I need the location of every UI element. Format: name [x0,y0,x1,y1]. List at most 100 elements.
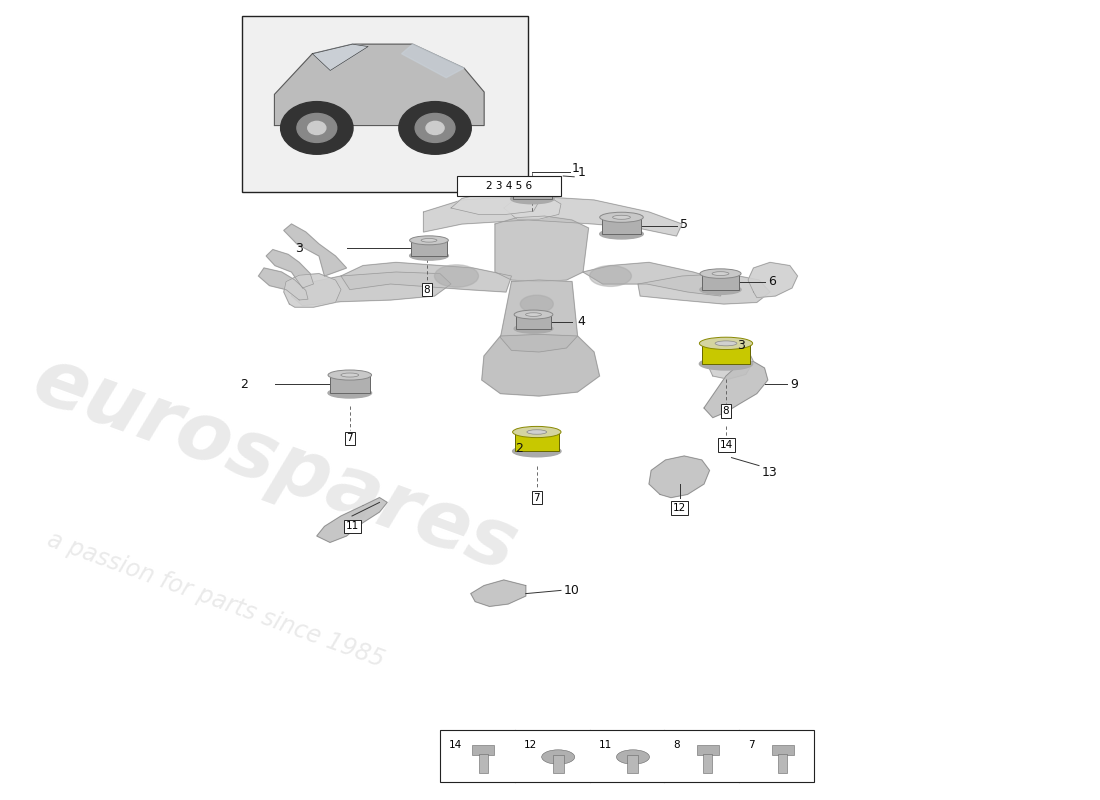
Polygon shape [504,194,561,219]
FancyBboxPatch shape [472,745,494,755]
Polygon shape [411,240,447,256]
Ellipse shape [524,180,541,184]
Ellipse shape [700,358,752,370]
Polygon shape [284,274,341,307]
FancyBboxPatch shape [242,16,528,192]
FancyBboxPatch shape [696,745,718,755]
Polygon shape [748,262,797,298]
Text: 3: 3 [295,242,302,254]
Text: 14: 14 [719,440,733,450]
Text: 9: 9 [790,378,798,390]
Polygon shape [702,274,739,290]
Polygon shape [649,456,710,498]
Ellipse shape [590,266,631,286]
Ellipse shape [513,426,561,438]
Ellipse shape [541,750,574,764]
Ellipse shape [527,430,547,434]
Polygon shape [513,182,552,198]
Circle shape [415,114,455,142]
FancyBboxPatch shape [552,755,563,773]
Polygon shape [341,262,512,292]
Polygon shape [706,346,754,379]
Ellipse shape [526,313,541,316]
Text: 7: 7 [748,739,755,750]
Text: 11: 11 [598,739,612,750]
Polygon shape [284,224,346,276]
Polygon shape [258,268,308,300]
Text: 8: 8 [723,406,729,416]
Polygon shape [515,432,559,451]
Ellipse shape [613,215,630,219]
Polygon shape [471,580,526,606]
Polygon shape [402,44,464,78]
Polygon shape [602,218,641,234]
Polygon shape [638,274,770,304]
Polygon shape [330,375,370,393]
Polygon shape [266,250,314,288]
Polygon shape [702,343,750,364]
Circle shape [308,122,326,134]
Ellipse shape [434,265,478,287]
FancyBboxPatch shape [627,755,638,773]
Text: 5: 5 [680,218,688,230]
Ellipse shape [700,285,741,294]
Text: 8: 8 [673,739,680,750]
Circle shape [426,122,444,134]
Text: 2 3 4 5 6: 2 3 4 5 6 [486,181,531,191]
Circle shape [280,102,353,154]
Text: 11: 11 [345,522,359,531]
Polygon shape [424,196,682,236]
Ellipse shape [600,212,643,222]
FancyBboxPatch shape [778,754,786,773]
FancyBboxPatch shape [440,730,814,782]
Polygon shape [495,216,588,282]
Ellipse shape [712,272,729,275]
Text: 12: 12 [673,503,686,513]
Ellipse shape [514,324,553,333]
FancyBboxPatch shape [478,754,487,773]
Ellipse shape [341,373,359,377]
Ellipse shape [600,229,643,239]
Text: 4: 4 [578,315,585,328]
Text: 1: 1 [578,166,585,178]
Circle shape [297,114,337,142]
Text: 1: 1 [572,162,580,174]
Text: 13: 13 [761,466,777,478]
Ellipse shape [510,194,554,204]
Text: 6: 6 [768,275,776,288]
Ellipse shape [616,750,649,764]
Ellipse shape [520,295,553,313]
Text: 7: 7 [534,493,540,502]
Polygon shape [317,498,387,542]
Ellipse shape [328,388,372,398]
FancyBboxPatch shape [703,754,712,773]
Polygon shape [704,362,768,418]
Text: a passion for parts since 1985: a passion for parts since 1985 [44,528,387,672]
Text: 7: 7 [346,434,353,443]
Ellipse shape [715,341,737,346]
Ellipse shape [409,251,449,260]
Polygon shape [292,272,451,306]
Ellipse shape [409,236,449,245]
Ellipse shape [700,269,741,278]
Text: 8: 8 [424,285,430,294]
Text: eurospares: eurospares [22,340,527,588]
Polygon shape [312,44,368,70]
Circle shape [399,102,471,154]
Text: 2: 2 [515,442,522,454]
Ellipse shape [514,310,553,319]
Ellipse shape [700,337,752,350]
Polygon shape [482,334,600,396]
Polygon shape [274,44,484,126]
Ellipse shape [510,177,554,187]
Ellipse shape [328,370,372,380]
Text: 3: 3 [737,339,745,352]
Polygon shape [451,194,539,214]
Polygon shape [583,262,726,296]
FancyBboxPatch shape [456,176,561,196]
Text: 12: 12 [524,739,537,750]
Polygon shape [516,314,551,329]
Ellipse shape [421,238,437,242]
Ellipse shape [513,446,561,457]
Text: 14: 14 [449,739,462,750]
